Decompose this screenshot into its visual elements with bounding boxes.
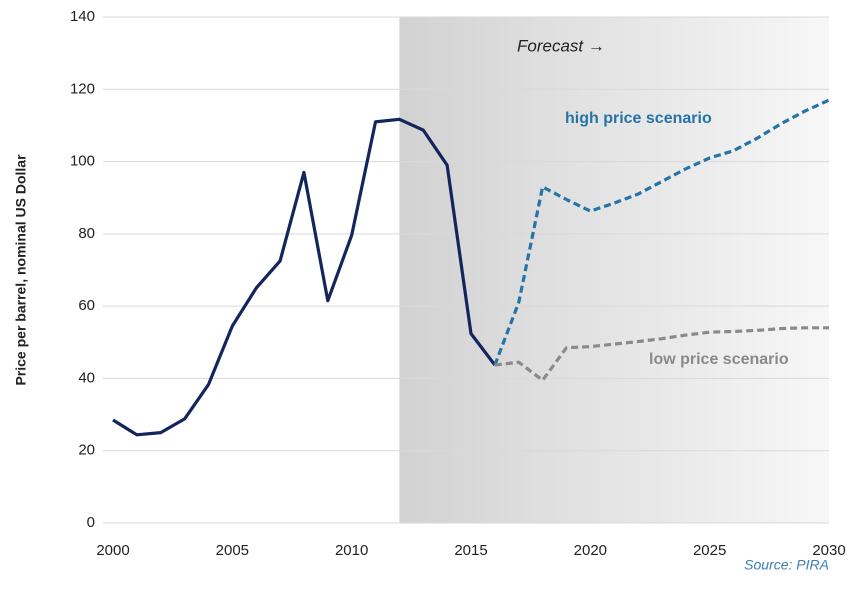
x-tick-label: 2025 [693,542,726,559]
y-tick-label: 140 [70,8,95,25]
x-tick-label: 2015 [454,542,487,559]
x-tick-label: 2020 [574,542,607,559]
x-tick-label: 2010 [335,542,368,559]
x-tick-label: 2030 [812,542,845,559]
y-tick-label: 80 [78,225,95,242]
series-line [494,326,829,382]
y-tick-label: 40 [78,369,95,386]
y-tick-label: 60 [78,297,95,314]
series-label: low price scenario [649,351,789,368]
y-tick-label: 20 [78,442,95,459]
source: Source: PIRA [744,557,829,573]
x-tick-label: 2000 [96,542,129,559]
series-label: high price scenario [565,110,712,127]
x-tick-label: 2005 [216,542,249,559]
y-tick-label: 100 [70,153,95,170]
annotation: Forecast → [517,36,605,55]
series-line [493,98,830,366]
forecast-region [399,17,829,523]
y-tick-label: 0 [87,514,95,531]
y-axis-label: Price per barrel, nominal US Dollar [13,154,29,386]
y-tick-label: 120 [70,80,95,97]
series-line [112,117,497,437]
